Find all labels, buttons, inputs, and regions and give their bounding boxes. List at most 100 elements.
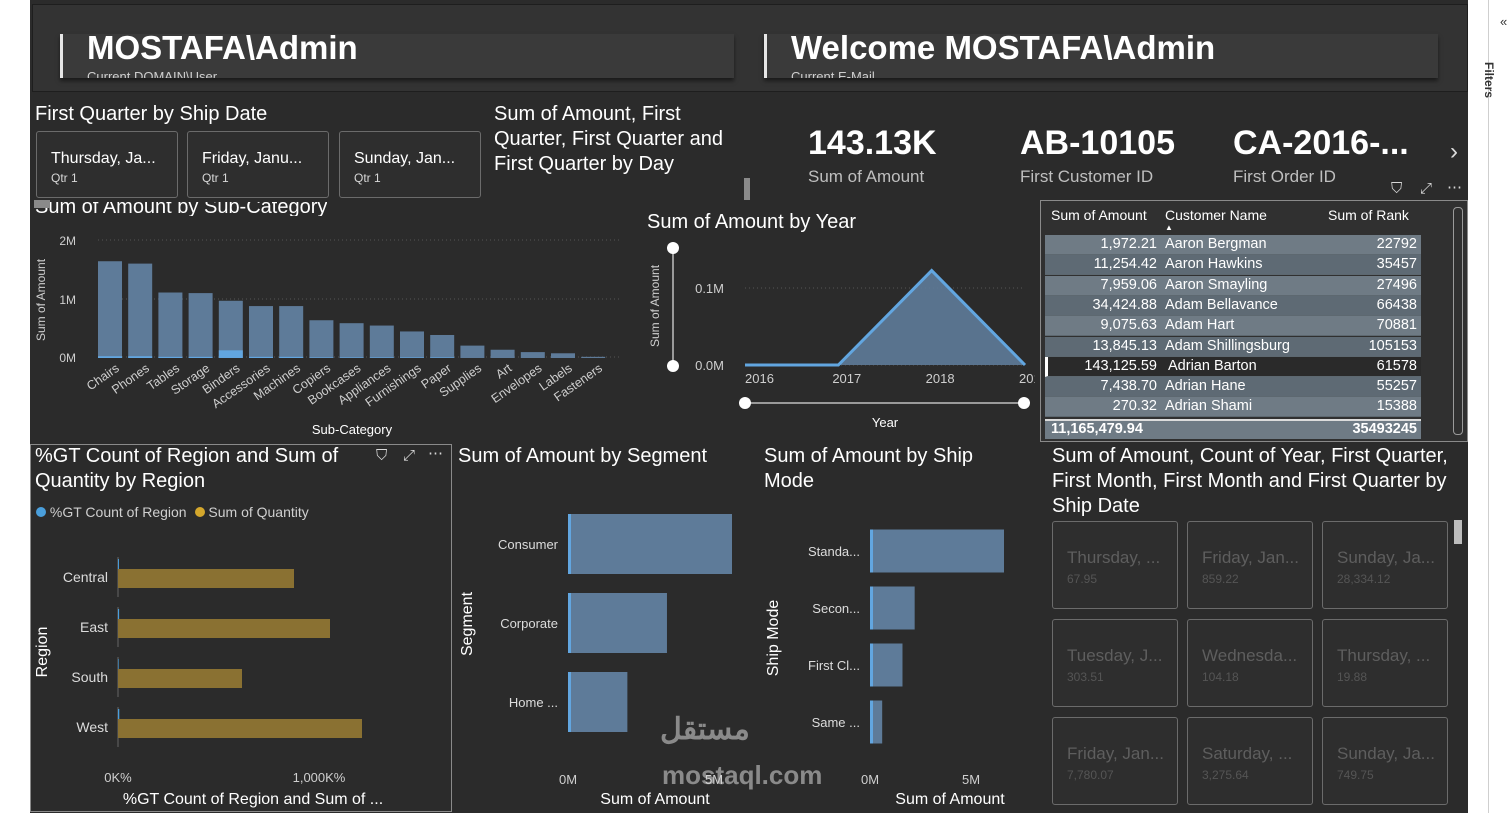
- bar-selection-edge: [568, 514, 571, 574]
- card-tile[interactable]: Friday, Jan... 7,780.07: [1052, 717, 1178, 805]
- cell-rank: 70881: [1376, 317, 1417, 334]
- bar: [188, 293, 213, 358]
- column-header-rank[interactable]: Sum of Rank: [1328, 207, 1409, 223]
- table-row[interactable]: 7,959.06 Aaron Smayling 27496: [1045, 275, 1421, 296]
- y-tick-label: Consumer: [498, 537, 559, 552]
- slicer-tile[interactable]: Friday, Janu... Qtr 1: [187, 131, 329, 198]
- card-tile-value: 859.22: [1202, 572, 1239, 586]
- table-row[interactable]: 143,125.59 Adrian Barton 61578: [1045, 356, 1421, 377]
- table-row[interactable]: 13,845.13 Adam Shillingsburg 105153: [1045, 336, 1421, 357]
- filters-pane[interactable]: [1488, 0, 1512, 813]
- table-row[interactable]: 9,075.63 Adam Hart 70881: [1045, 316, 1421, 337]
- more-options-icon[interactable]: ⋯: [428, 445, 443, 462]
- total-rank: 35493245: [1352, 421, 1417, 437]
- bar-highlight: [430, 357, 455, 358]
- card-tile-label: Thursday, ...: [1067, 548, 1161, 567]
- bar-quantity: [118, 669, 242, 688]
- filter-icon[interactable]: ⛉: [376, 447, 388, 464]
- column-header-amount[interactable]: Sum of Amount: [1051, 207, 1147, 223]
- bar-highlight: [309, 357, 334, 358]
- card-tile[interactable]: Saturday, ... 3,275.64: [1187, 717, 1313, 805]
- watermark-latin: mostaql.com: [662, 760, 823, 790]
- slicer-tile-sub: Qtr 1: [354, 171, 381, 185]
- x-axis-title: Sum of Amount: [895, 791, 1005, 808]
- cell-rank: 27496: [1376, 276, 1417, 293]
- bar: [309, 320, 334, 358]
- table-row[interactable]: 11,254.42 Aaron Hawkins 35457: [1045, 255, 1421, 276]
- bar-highlight: [218, 350, 243, 358]
- segment-bar-chart[interactable]: Segment Consumer Corporate Home ... 0M 5M Sum …: [452, 496, 756, 812]
- y-tick-label: South: [71, 669, 108, 685]
- scrollbar-thumb[interactable]: [744, 178, 750, 200]
- slicer-tile-sub: Qtr 1: [51, 171, 78, 185]
- card-tile[interactable]: Tuesday, J... 303.51: [1052, 619, 1178, 707]
- table-row[interactable]: 7,438.70 Adrian Hane 55257: [1045, 377, 1421, 398]
- bar: [520, 352, 545, 358]
- legend-item-gt[interactable]: %GT Count of Region: [49, 504, 187, 520]
- x-axis-title: Sub-Category: [312, 422, 393, 437]
- region-chart-title: %GT Count of Region and Sum of Quantity …: [35, 445, 339, 492]
- bar-highlight: [369, 357, 394, 358]
- year-area-chart[interactable]: Sum of Amount 0.1M 0.0M 2016 2017 2018 2019 Yea…: [640, 236, 1035, 436]
- bar: [460, 345, 485, 358]
- table-row[interactable]: 270.32 Adrian Shami 15388: [1045, 397, 1421, 418]
- card-tile-label: Thursday, ...: [1337, 646, 1431, 665]
- card-tile[interactable]: Wednesda... 104.18: [1187, 619, 1313, 707]
- card-tile-label: Wednesda...: [1202, 646, 1298, 665]
- card-tile-label: Friday, Jan...: [1202, 548, 1299, 567]
- chevron-right-icon[interactable]: ›: [1450, 138, 1458, 165]
- collapse-icon[interactable]: «: [1500, 14, 1508, 29]
- bar: [158, 292, 183, 358]
- filter-icon[interactable]: ⛉: [1391, 180, 1403, 197]
- card-tile[interactable]: Thursday, ... 67.95: [1052, 521, 1178, 609]
- cell-rank: 66438: [1376, 296, 1417, 313]
- kpi-first-customer: AB-10105: [1020, 124, 1175, 162]
- bar-selection-edge: [870, 700, 873, 744]
- bar-highlight: [188, 356, 213, 358]
- bar-highlight: [339, 357, 364, 358]
- card-tile[interactable]: Sunday, Ja... 28,334.12: [1322, 521, 1448, 609]
- shipmode-bar-chart[interactable]: Ship Mode Standa... Secon... First Cl... Sam…: [758, 496, 1048, 812]
- table-row[interactable]: 34,424.88 Adam Bellavance 66438: [1045, 295, 1421, 316]
- bar: [128, 263, 153, 358]
- filters-pane-label[interactable]: Filters: [1482, 62, 1496, 99]
- focus-mode-icon[interactable]: ⤢: [1420, 180, 1433, 197]
- bar-selection-edge: [870, 586, 873, 630]
- x-tick-label: 2016: [745, 371, 774, 386]
- column-header-customer[interactable]: Customer Name: [1165, 207, 1267, 223]
- bar: [369, 325, 394, 358]
- card-tile[interactable]: Sunday, Ja... 749.75: [1322, 717, 1448, 805]
- more-options-icon[interactable]: ⋯: [1447, 179, 1462, 196]
- table-scrollbar[interactable]: [1453, 207, 1463, 435]
- slicer-tile[interactable]: Sunday, Jan... Qtr 1: [339, 131, 481, 198]
- bar-gt: [118, 559, 119, 575]
- bar-quantity: [118, 719, 362, 738]
- cell-customer: Adam Bellavance: [1165, 296, 1278, 313]
- card-tile-value: 3,275.64: [1202, 768, 1249, 782]
- card-tile-value: 19.88: [1337, 670, 1368, 684]
- x-axis-title: Sum of Amount: [600, 791, 710, 808]
- card-tile-value: 67.95: [1067, 572, 1098, 586]
- region-chart-frame[interactable]: [30, 444, 452, 812]
- cell-customer: Adrian Shami: [1165, 398, 1253, 415]
- customer-table[interactable]: Sum of Amount Customer Name Sum of Rank …: [1040, 200, 1468, 442]
- card-tile[interactable]: Friday, Jan... 859.22: [1187, 521, 1313, 609]
- x-tick-label: 1,000K%: [293, 770, 346, 785]
- bar: [870, 643, 903, 687]
- table-row[interactable]: 1,972.21 Aaron Bergman 22792: [1045, 235, 1421, 255]
- cell-amount: 7,438.70: [1100, 378, 1157, 395]
- bar-highlight: [128, 356, 153, 358]
- focus-mode-icon[interactable]: ⤢: [403, 447, 416, 464]
- cell-customer: Adam Shillingsburg: [1165, 337, 1290, 354]
- card-grid-scrollbar[interactable]: [1454, 520, 1462, 544]
- bar: [430, 334, 455, 358]
- card-tile[interactable]: Thursday, ... 19.88: [1322, 619, 1448, 707]
- region-bar-chart[interactable]: Region Central East South West 0K% 1,000K% %GT …: [30, 530, 452, 812]
- legend-item-qty[interactable]: Sum of Quantity: [208, 504, 309, 520]
- cell-rank: 105153: [1368, 337, 1417, 354]
- slicer-tile[interactable]: Thursday, Ja... Qtr 1: [36, 131, 178, 198]
- cell-rank: 55257: [1376, 378, 1417, 395]
- kpi-first-order: CA-2016-...: [1233, 124, 1409, 162]
- y-tick-label: 0.0M: [695, 358, 724, 373]
